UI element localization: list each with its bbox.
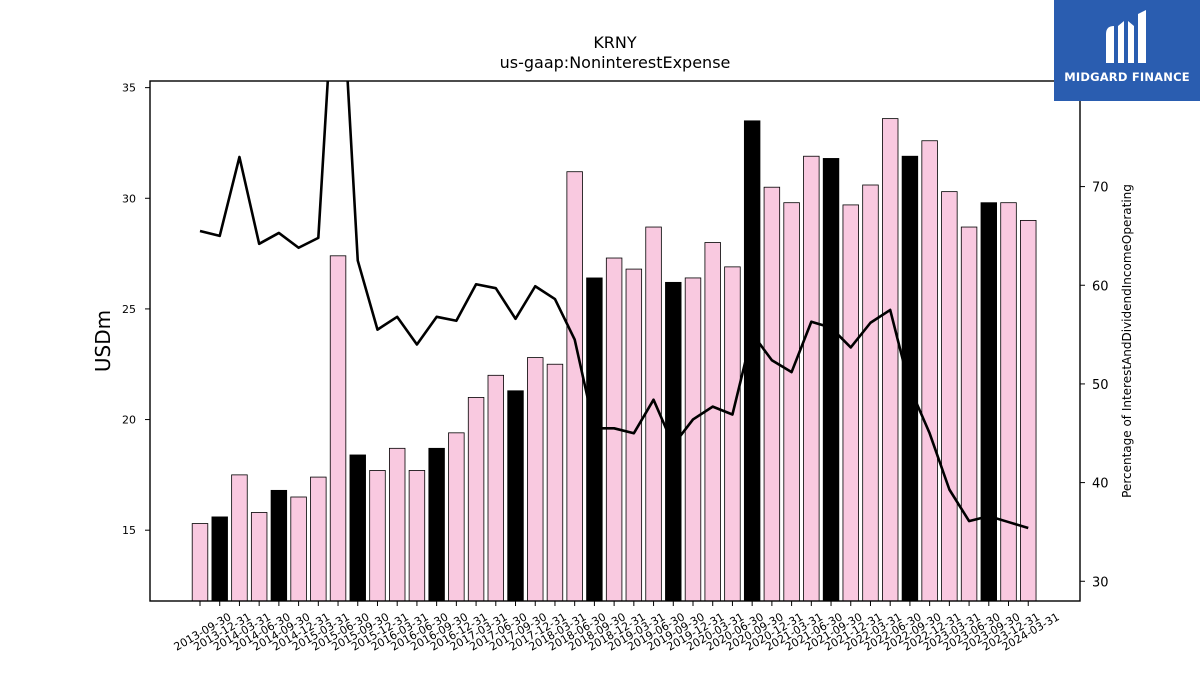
bar: [191, 523, 209, 601]
y-tick-label: 15: [122, 524, 136, 537]
y2-tick-label: 40: [1092, 477, 1109, 492]
bar: [665, 281, 682, 601]
bar: [211, 516, 228, 601]
bar: [231, 474, 248, 601]
y-axis-label: USDm: [91, 310, 115, 372]
bar: [349, 454, 366, 601]
bar: [842, 204, 859, 601]
bar: [862, 184, 879, 601]
y2-tick-label: 30: [1092, 575, 1109, 590]
bar: [290, 496, 307, 601]
bar: [310, 476, 327, 601]
bar: [329, 255, 347, 601]
line-path: [199, 81, 1029, 530]
bar: [921, 140, 938, 601]
bar: [941, 191, 958, 601]
y2-tick-label: 70: [1092, 181, 1109, 196]
logo-mark-icon: [1106, 10, 1146, 63]
bar: [467, 397, 485, 601]
bar: [783, 202, 800, 601]
line-series: [199, 81, 1029, 530]
bar: [369, 470, 386, 601]
bar: [882, 118, 899, 601]
logo-text: MIDGARD FINANCE: [1064, 70, 1190, 84]
bar: [724, 266, 741, 601]
y-tick-label: 25: [122, 303, 136, 316]
brand-logo: MIDGARD FINANCE: [1054, 0, 1200, 101]
bar: [901, 155, 919, 601]
bar: [546, 363, 564, 601]
bar: [803, 155, 820, 601]
y-tick-label: 30: [122, 192, 136, 205]
bar: [487, 374, 505, 601]
bar: [270, 489, 288, 601]
bar: [388, 447, 406, 601]
bar: [428, 447, 445, 601]
bar: [960, 226, 978, 601]
plot-frame: [149, 80, 1081, 602]
bar: [822, 158, 840, 601]
y2-tick-label: 60: [1092, 279, 1109, 294]
bar: [408, 470, 426, 601]
bar: [566, 171, 583, 601]
chart-subtitle: us-gaap:NoninterestExpense: [500, 53, 731, 72]
bar: [250, 512, 268, 601]
y2-axis-label: Percentage of InterestAndDividendIncomeO…: [1120, 184, 1134, 498]
bar: [763, 186, 781, 601]
bar: [448, 432, 465, 601]
chart-title: KRNY: [593, 33, 637, 52]
bar: [507, 390, 524, 601]
bar: [704, 242, 721, 601]
y2-tick-label: 50: [1092, 378, 1109, 393]
bar-series: [191, 118, 1037, 601]
bar: [586, 277, 603, 601]
y-tick-label: 20: [122, 414, 136, 427]
bar: [527, 357, 544, 601]
axes: 152025303530405060702013-09-302013-12-31…: [122, 80, 1109, 654]
bar: [684, 277, 702, 601]
bar: [980, 202, 998, 601]
bar: [1020, 219, 1037, 601]
y-tick-label: 35: [122, 82, 136, 95]
bar: [1000, 202, 1017, 601]
bar: [625, 268, 643, 601]
